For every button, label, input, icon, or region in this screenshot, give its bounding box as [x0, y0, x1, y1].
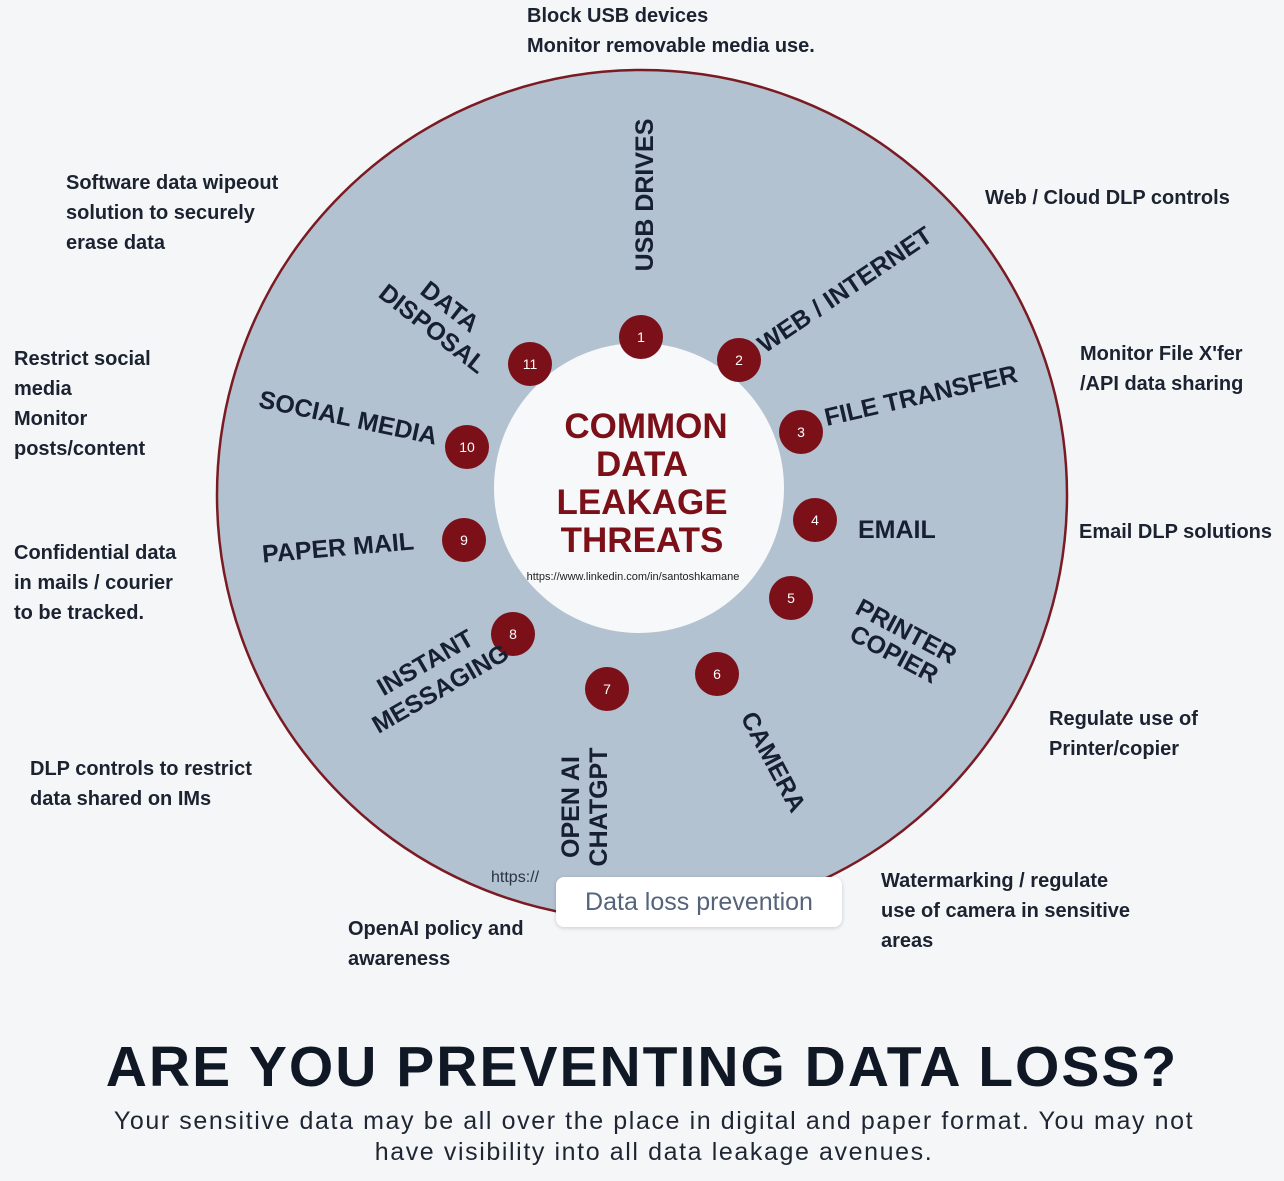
center-title-line-4: THREATS [561, 521, 724, 560]
note-openai: OpenAI policy and awareness [348, 918, 524, 970]
note-paper-mail: Confidential data in mails / courier to … [14, 542, 177, 624]
note-printer: Regulate use of Printer/copier [1049, 708, 1198, 760]
threat-badges: 1 2 3 4 5 6 7 8 9 10 11 [442, 315, 837, 711]
center-title-line-2: DATA [596, 445, 688, 484]
badge-circle [779, 410, 823, 454]
badge-circle [445, 425, 489, 469]
badge-number: 3 [797, 424, 805, 440]
badge-circle [585, 667, 629, 711]
threat-badge-4: 4 [793, 498, 837, 542]
threat-badge-9: 9 [442, 518, 486, 562]
note-file-transfer: Monitor File X'fer /API data sharing [1080, 343, 1244, 395]
note-social: Restrict social media Monitor posts/cont… [14, 348, 151, 460]
badge-number: 2 [735, 352, 743, 368]
center-title-line-3: LEAKAGE [556, 483, 727, 522]
threat-badge-6: 6 [695, 652, 739, 696]
badge-circle [695, 652, 739, 696]
center-title-line-1: COMMON [564, 407, 727, 446]
badge-number: 7 [603, 681, 611, 697]
overlay-tag-label: Data loss prevention [585, 887, 813, 916]
note-email: Email DLP solutions [1079, 521, 1272, 543]
badge-circle [442, 518, 486, 562]
faint-url: https:// [491, 869, 540, 886]
threat-label-line: EMAIL [858, 516, 936, 544]
badge-circle [491, 612, 535, 656]
badge-number: 8 [509, 626, 517, 642]
threat-label-7: OPEN AI CHATGPT [557, 748, 613, 867]
threat-badge-10: 10 [445, 425, 489, 469]
threat-label-4: EMAIL [858, 516, 936, 544]
threat-badge-8: 8 [491, 612, 535, 656]
badge-circle [717, 338, 761, 382]
subtext: Your sensitive data may be all over the … [113, 1107, 1195, 1166]
threat-badge-7: 7 [585, 667, 629, 711]
badge-number: 5 [787, 590, 795, 606]
note-usb: Block USB devices Monitor removable medi… [527, 5, 815, 57]
headline: ARE YOU PREVENTING DATA LOSS? [105, 1035, 1179, 1099]
threat-label-line: USB DRIVES [631, 119, 659, 272]
note-web: Web / Cloud DLP controls [985, 187, 1230, 209]
threat-badge-3: 3 [779, 410, 823, 454]
threat-label-line: CHATGPT [585, 748, 613, 867]
center-title: COMMON DATA LEAKAGE THREATS [556, 407, 727, 560]
threat-badge-11: 11 [508, 342, 552, 386]
overlay-tag[interactable]: Data loss prevention [556, 877, 842, 927]
center-url: https://www.linkedin.com/in/santoshkaman… [527, 571, 740, 583]
note-im: DLP controls to restrict data shared on … [30, 758, 252, 810]
badge-number: 9 [460, 532, 468, 548]
threat-badge-5: 5 [769, 576, 813, 620]
threat-label-1: USB DRIVES [631, 119, 659, 272]
badge-number: 11 [523, 356, 538, 372]
center-disc [494, 343, 784, 633]
badge-number: 6 [713, 666, 721, 682]
threat-badge-1: 1 [619, 315, 663, 359]
threat-badge-2: 2 [717, 338, 761, 382]
badge-circle [508, 342, 552, 386]
badge-number: 4 [811, 512, 819, 528]
badge-circle [769, 576, 813, 620]
note-disposal: Software data wipeout solution to secure… [66, 172, 279, 254]
threat-label-line: OPEN AI [557, 756, 585, 858]
badge-circle [793, 498, 837, 542]
badge-number: 10 [459, 439, 475, 455]
badge-number: 1 [637, 329, 645, 345]
note-camera: Watermarking / regulate use of camera in… [881, 870, 1131, 952]
badge-circle [619, 315, 663, 359]
